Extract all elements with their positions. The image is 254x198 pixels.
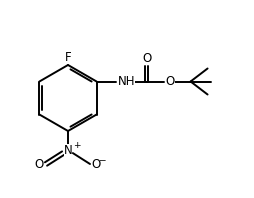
Text: F: F	[65, 51, 71, 64]
Text: O: O	[142, 51, 151, 65]
Text: O: O	[91, 157, 100, 170]
Text: −: −	[98, 155, 105, 165]
Text: N: N	[64, 144, 72, 156]
Text: +: +	[73, 142, 81, 150]
Text: O: O	[35, 157, 44, 170]
Text: NH: NH	[118, 75, 135, 88]
Text: O: O	[166, 75, 175, 88]
